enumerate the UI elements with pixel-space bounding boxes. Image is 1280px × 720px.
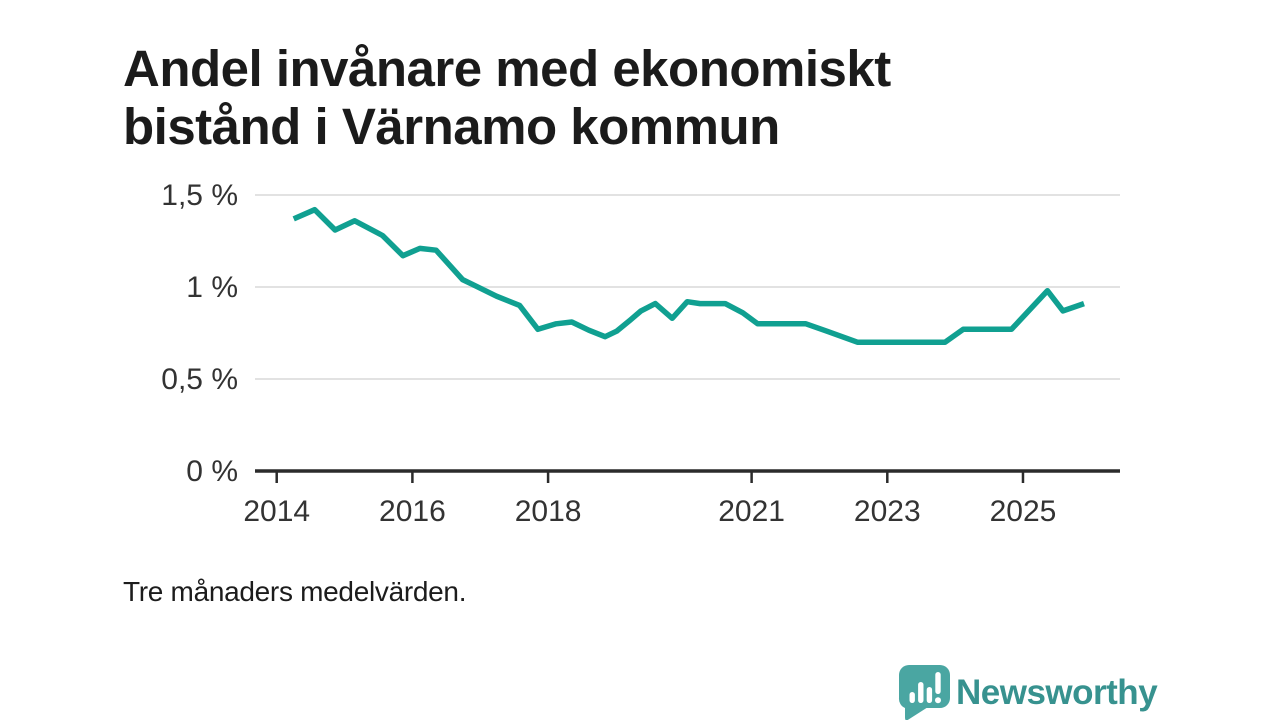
data-line-series (292, 206, 1085, 345)
page-title: Andel invånare med ekonomiskt bistånd i … (123, 40, 891, 156)
y-axis-tick-label: 0 % (186, 455, 238, 488)
x-axis-tick-label: 2025 (990, 495, 1057, 528)
bar-chart-bar-1-icon (909, 692, 915, 703)
speech-bubble-shape (898, 665, 950, 720)
exclamation-dot-icon (935, 697, 941, 704)
bar-chart-bar-2-icon (918, 682, 924, 703)
y-axis-tick-label: 1,5 % (161, 179, 238, 212)
x-axis-tick-label: 2018 (515, 495, 582, 528)
newsworthy-wordmark: Newsworthy (956, 673, 1158, 712)
y-axis-tick-label: 1 % (186, 271, 238, 304)
exclamation-stem-icon (935, 672, 941, 694)
bar-chart-bar-3-icon (926, 687, 933, 703)
y-axis-tick-label: 0,5 % (161, 363, 238, 396)
newsworthy-logo-icon: Newsworthy (898, 665, 1159, 720)
x-axis-tick-label: 2014 (243, 495, 310, 528)
chart-footnote: Tre månaders medelvärden. (123, 576, 467, 607)
x-axis-tick-label: 2021 (718, 495, 785, 528)
x-axis-tick-label: 2023 (854, 495, 921, 528)
x-axis-tick-label: 2016 (379, 495, 446, 528)
